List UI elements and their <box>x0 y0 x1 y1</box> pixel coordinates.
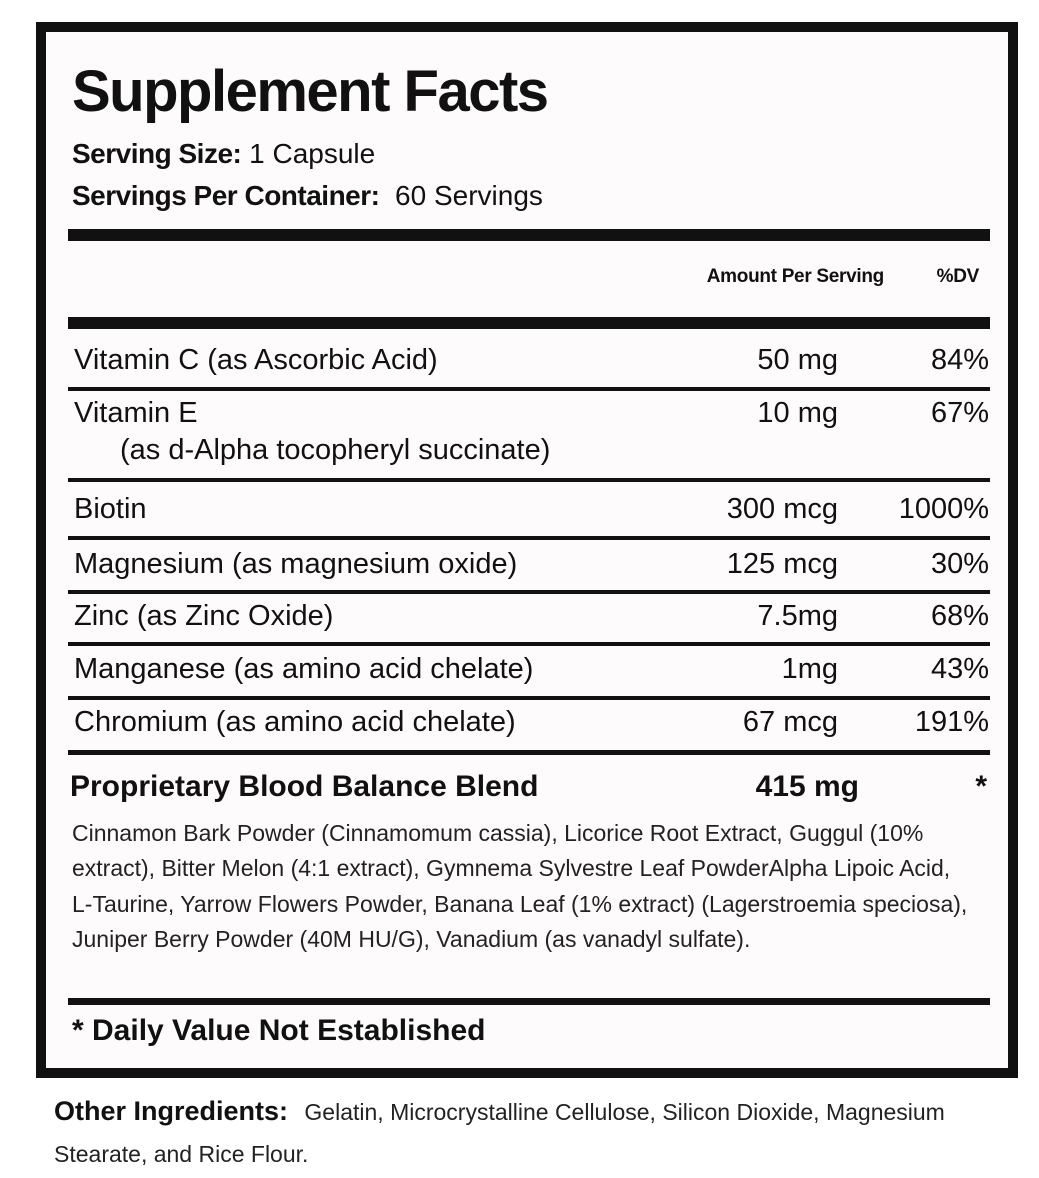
other-ingredients: Other Ingredients: Gelatin, Microcrystal… <box>54 1090 1014 1175</box>
nutrient-dv: 191% <box>914 706 989 738</box>
nutrient-dv: 1000% <box>898 493 989 525</box>
serving-size: Serving Size: 1 Capsule <box>72 138 375 170</box>
row-divider <box>68 478 990 482</box>
amount-column-header: Amount Per Serving <box>706 266 885 287</box>
nutrient-dv: 43% <box>930 653 989 685</box>
nutrient-name: Vitamin C (as Ascorbic Acid) <box>74 344 438 376</box>
blend-ingredients: Cinnamon Bark Powder (Cinnamomum cassia)… <box>72 820 968 952</box>
divider-thick <box>68 998 990 1005</box>
nutrient-subname: (as d-Alpha tocopheryl succinate) <box>120 434 551 466</box>
nutrient-amount: 125 mcg <box>726 548 838 580</box>
nutrient-amount: 10 mg <box>757 397 838 429</box>
serving-size-value: 1 Capsule <box>249 138 376 169</box>
divider-thick <box>68 317 990 329</box>
nutrient-dv: 67% <box>930 397 989 429</box>
divider-thick <box>68 229 990 241</box>
blend-name: Proprietary Blood Balance Blend <box>70 770 539 803</box>
other-ingredients-label: Other Ingredients: <box>54 1096 289 1126</box>
nutrient-amount: 50 mg <box>757 344 838 376</box>
nutrient-amount: 1mg <box>781 653 838 685</box>
footnote: * Daily Value Not Established <box>72 1014 486 1047</box>
servings-per-container-label: Servings Per Container: <box>72 180 380 211</box>
servings-per-container: Servings Per Container: 60 Servings <box>72 180 543 212</box>
blend-dv: * <box>975 770 987 803</box>
row-divider <box>68 387 990 391</box>
row-divider <box>68 642 990 646</box>
row-divider <box>68 590 990 594</box>
row-divider <box>68 536 990 540</box>
row-divider <box>68 696 990 700</box>
nutrient-name: Magnesium (as magnesium oxide) <box>74 548 518 580</box>
nutrient-name: Vitamin E <box>74 397 198 429</box>
nutrient-dv: 30% <box>930 548 989 580</box>
nutrient-dv: 84% <box>930 344 989 376</box>
nutrient-dv: 68% <box>930 600 989 632</box>
nutrient-amount: 300 mcg <box>726 493 838 525</box>
nutrient-name: Zinc (as Zinc Oxide) <box>74 600 334 632</box>
nutrient-amount: 67 mcg <box>742 706 838 738</box>
serving-size-label: Serving Size: <box>72 138 242 169</box>
blend-amount: 415 mg <box>755 770 859 803</box>
nutrient-name: Biotin <box>74 493 147 525</box>
row-divider <box>68 750 990 755</box>
servings-per-container-value: 60 Servings <box>395 180 543 211</box>
other-ingredients-value: Gelatin, Microcrystalline Cellulose, Sil… <box>54 1099 945 1167</box>
nutrient-name: Chromium (as amino acid chelate) <box>74 706 516 738</box>
nutrient-amount: 7.5mg <box>757 600 838 632</box>
supplement-facts-panel <box>36 22 1018 1078</box>
panel-title: Supplement Facts <box>72 59 549 124</box>
nutrient-name: Manganese (as amino acid chelate) <box>74 653 534 685</box>
dv-column-header: %DV <box>936 266 980 287</box>
